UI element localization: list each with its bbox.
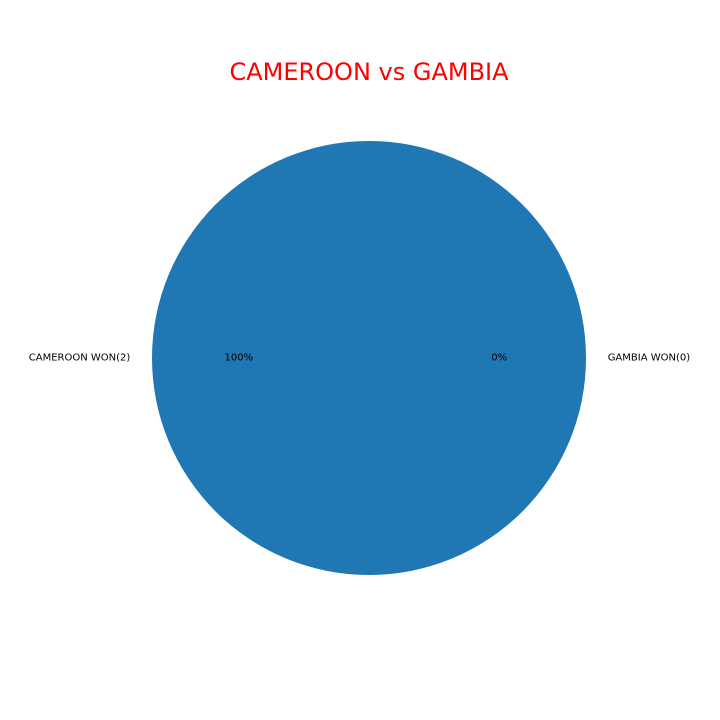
slice-percent-1: 100%: [225, 353, 254, 364]
pie-slice-1: [152, 141, 586, 575]
slice-label-1: CAMEROON WON(2): [29, 353, 131, 364]
pie-labels: CAMEROON WON(2) 100% GAMBIA WON(0) 0%: [29, 353, 690, 364]
slice-percent-2: 0%: [491, 353, 507, 364]
chart-title: CAMEROON vs GAMBIA: [229, 58, 509, 86]
slice-label-2: GAMBIA WON(0): [608, 353, 691, 364]
pie-slices: [152, 141, 586, 575]
